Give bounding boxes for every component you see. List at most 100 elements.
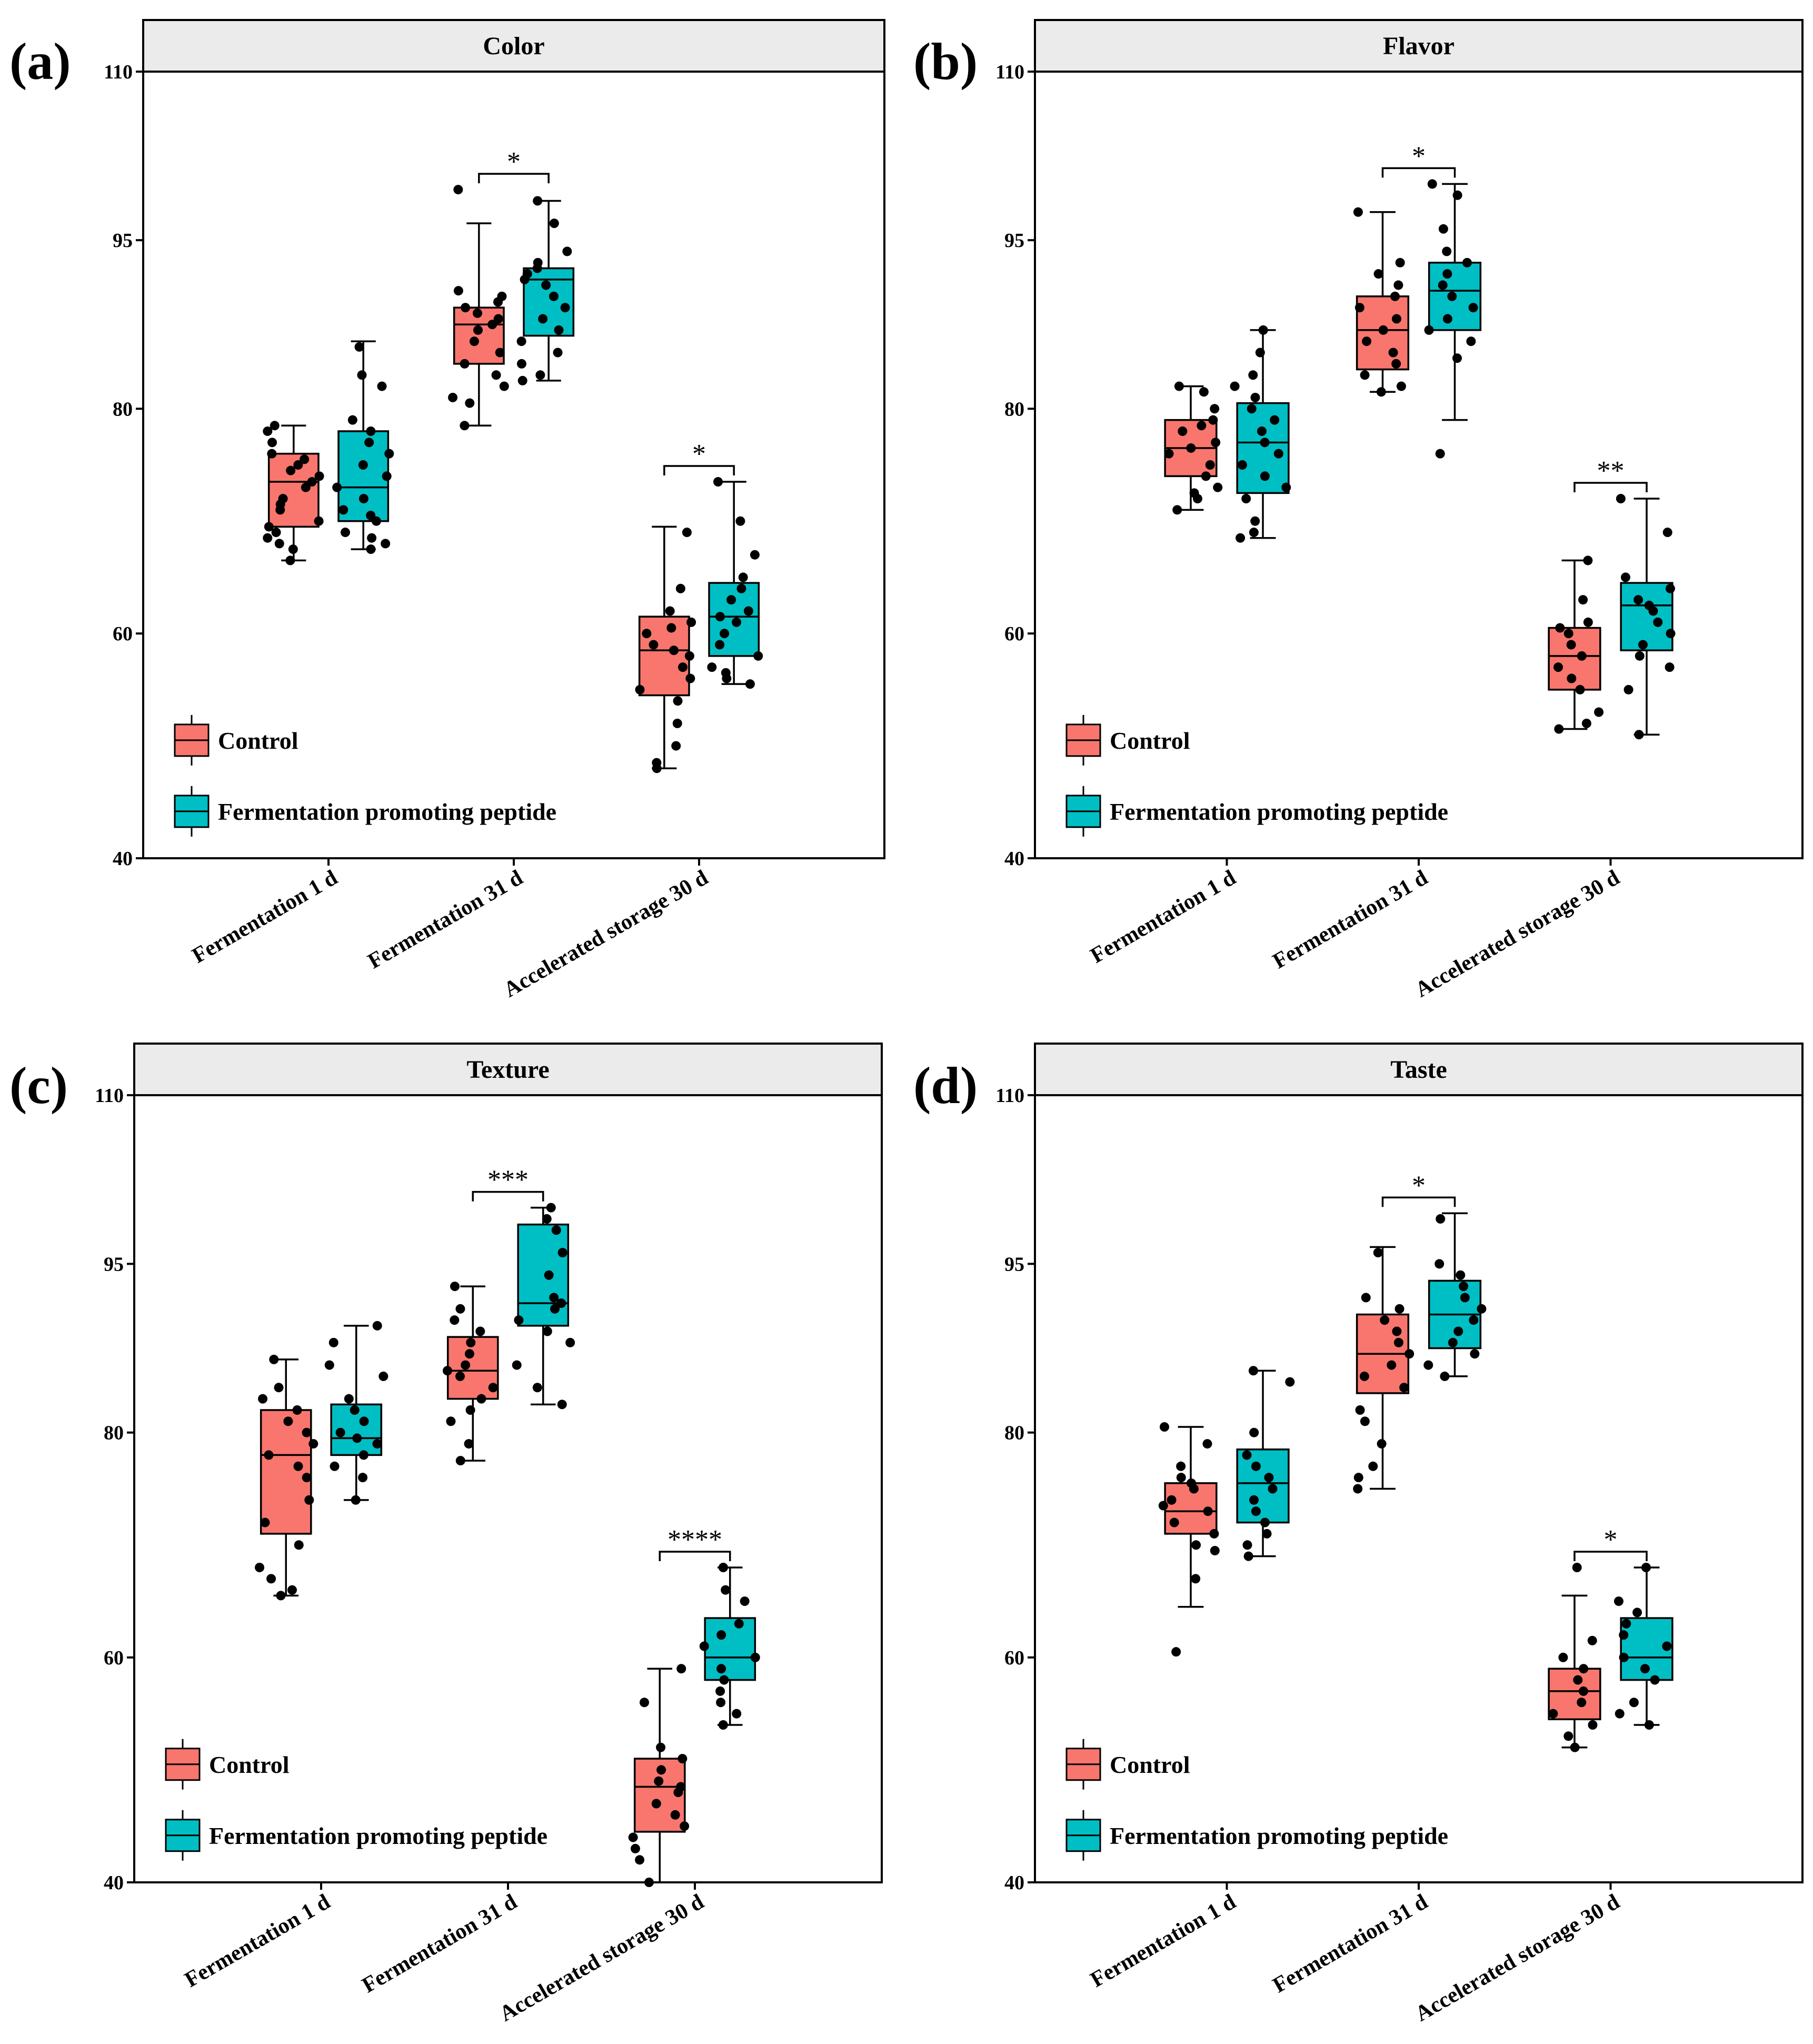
data-point [1164, 449, 1174, 459]
data-point [651, 1799, 661, 1809]
significance-label: **** [668, 1525, 722, 1555]
data-point [1644, 600, 1654, 610]
data-point [1577, 1698, 1587, 1708]
data-point [274, 539, 284, 549]
box-iqr [1548, 627, 1601, 691]
data-point [649, 640, 659, 650]
data-point [335, 1427, 345, 1437]
data-point [1199, 387, 1209, 397]
data-point [340, 528, 350, 538]
data-point [266, 1574, 276, 1584]
data-point [263, 533, 273, 543]
y-tick-label: 40 [1004, 1872, 1024, 1894]
data-point [1393, 280, 1403, 290]
data-point [491, 370, 501, 380]
data-point [560, 303, 570, 313]
data-point [476, 1394, 486, 1404]
data-point [1644, 1720, 1654, 1730]
data-point [264, 522, 274, 532]
data-point [314, 471, 324, 481]
legend-label: Control [1110, 727, 1190, 754]
legend-label: Fermentation promoting peptide [218, 798, 556, 825]
data-point [557, 1248, 567, 1257]
data-point [1594, 707, 1604, 717]
plot-area [142, 71, 885, 859]
y-tick-label: 40 [113, 848, 133, 870]
data-point [473, 325, 483, 335]
data-point [1558, 1652, 1568, 1662]
data-point [726, 595, 736, 605]
y-tick-label: 95 [104, 1253, 124, 1275]
data-point [670, 1810, 680, 1820]
data-point [307, 477, 317, 487]
data-point [1616, 494, 1626, 504]
data-point [533, 257, 543, 267]
data-point [541, 280, 551, 290]
data-point [673, 696, 683, 706]
data-point [1634, 730, 1644, 740]
box-control [1548, 555, 1604, 734]
bracket-line [663, 465, 735, 476]
data-point [455, 1371, 465, 1381]
data-point [517, 375, 527, 385]
data-point [1373, 269, 1383, 279]
data-point [1377, 1439, 1387, 1449]
box-peptide [707, 477, 763, 689]
data-point [550, 1304, 560, 1314]
data-point [549, 291, 559, 301]
data-point [366, 511, 376, 521]
box-peptide [512, 1203, 575, 1410]
data-point [1424, 325, 1434, 335]
data-point [1391, 314, 1401, 324]
data-point [656, 1742, 666, 1752]
data-point [267, 449, 277, 459]
data-point [699, 1641, 709, 1651]
data-point [1567, 673, 1577, 683]
box-peptide [516, 196, 575, 385]
data-point [676, 1664, 686, 1674]
data-point [1390, 291, 1400, 301]
data-point [1395, 257, 1405, 267]
data-point [639, 1698, 649, 1708]
data-point [1469, 1315, 1479, 1325]
data-point [255, 1563, 265, 1572]
data-point [734, 1619, 744, 1629]
data-point [267, 438, 277, 448]
data-point [684, 651, 694, 661]
y-tick-label: 60 [1004, 1647, 1024, 1669]
data-point [357, 370, 367, 380]
data-point [652, 758, 662, 768]
data-point [1260, 1517, 1270, 1527]
data-point [263, 426, 273, 436]
data-point [301, 482, 311, 492]
data-point [328, 1337, 338, 1347]
data-point [1248, 1366, 1258, 1376]
data-point [1360, 370, 1370, 380]
data-point [1666, 629, 1676, 639]
data-point [338, 505, 348, 515]
data-point [556, 1298, 566, 1308]
data-point [736, 583, 746, 593]
box-peptide [332, 340, 394, 554]
significance-bracket: ** [1573, 456, 1648, 493]
data-point [358, 460, 368, 470]
data-point [1640, 1664, 1650, 1674]
data-point [308, 1439, 318, 1449]
data-point [716, 1698, 726, 1708]
y-tick-label: 80 [113, 398, 133, 420]
box-control [255, 1354, 318, 1601]
data-point [1563, 1731, 1573, 1741]
box-peptide [699, 1563, 760, 1730]
data-point [1248, 370, 1258, 380]
data-point [1250, 392, 1260, 402]
data-point [682, 528, 692, 538]
data-point [1178, 426, 1188, 436]
data-point [732, 1709, 742, 1719]
data-point [487, 320, 497, 330]
data-point [676, 1782, 686, 1792]
panel-label: (b) [913, 32, 978, 91]
data-point [1236, 533, 1246, 543]
data-point [1260, 438, 1270, 448]
